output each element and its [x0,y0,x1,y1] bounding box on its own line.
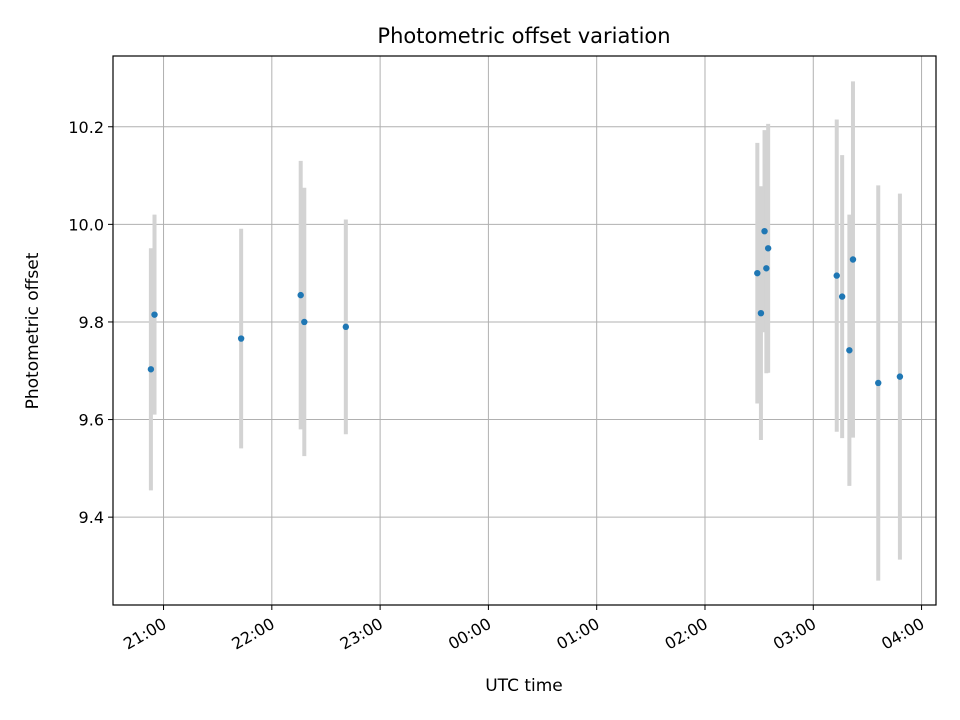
chart-title: Photometric offset variation [377,24,670,48]
y-axis-title: Photometric offset [23,252,43,409]
y-tick-label: 10.0 [68,215,104,234]
data-point [764,245,772,252]
y-tick-label: 9.8 [79,313,104,332]
y-tick-label: 10.2 [68,118,104,137]
data-point [833,272,840,279]
data-point [875,379,882,387]
data-point [757,309,765,317]
data-point [849,256,857,263]
data-point [342,323,350,331]
data-points [147,227,904,387]
data-point [754,269,761,277]
data-point [763,265,770,272]
data-point [237,335,245,342]
data-point [761,227,768,235]
plot-area-frame [112,55,937,606]
y-tick-label: 9.4 [79,508,104,527]
data-point [147,366,155,373]
data-point [301,318,308,326]
y-tick-label: 9.6 [79,411,104,430]
data-point [151,311,158,318]
data-point [838,293,846,300]
data-point [846,347,853,354]
grid [113,56,936,605]
data-point [896,373,904,380]
data-point [297,291,304,299]
x-axis-title: UTC time [485,676,563,696]
